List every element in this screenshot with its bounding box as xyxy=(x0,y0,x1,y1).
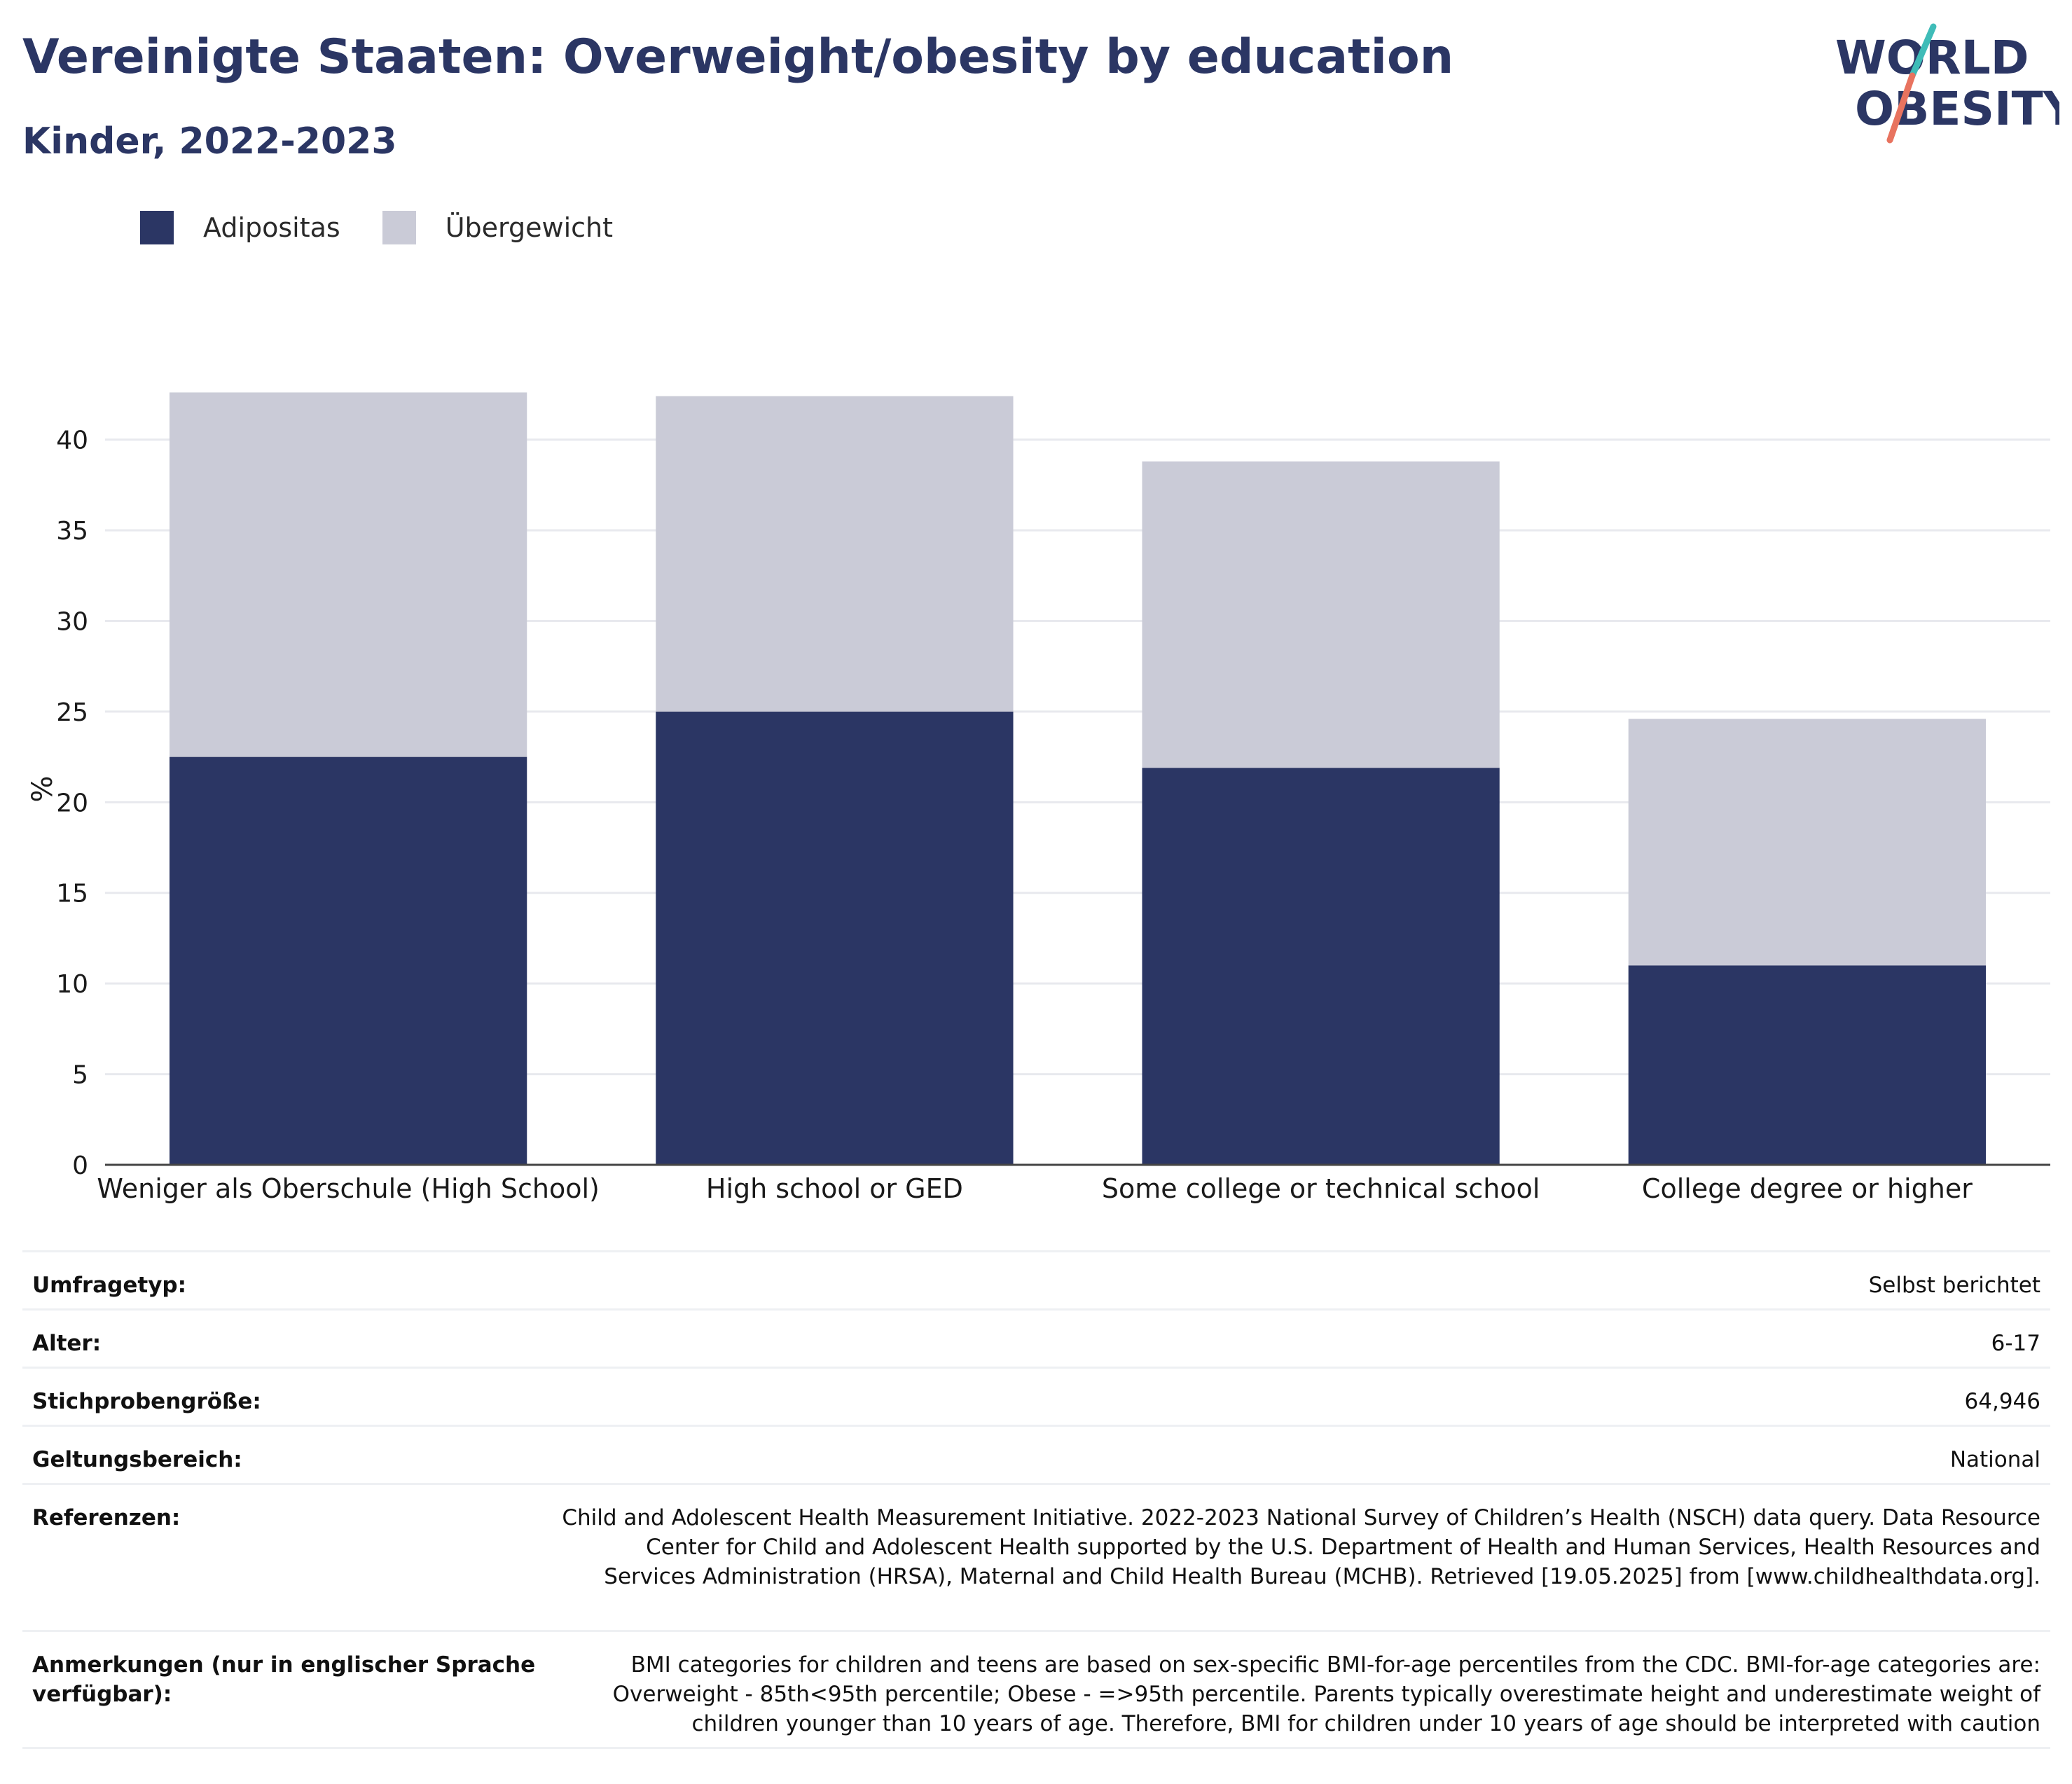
references-value: Child and Adolescent Health Measurement … xyxy=(562,1505,2040,1589)
y-tick-label: 40 xyxy=(56,427,88,455)
x-tick-label: Weniger als Oberschule (High School) xyxy=(97,1173,599,1204)
logo-slash-coral xyxy=(1886,72,1916,144)
sample-size-value: 64,946 xyxy=(1964,1389,2040,1414)
survey-type-value: Selbst berichtet xyxy=(1868,1273,2040,1298)
bar-obesity xyxy=(656,711,1014,1165)
bar-obesity xyxy=(1142,768,1500,1165)
notes-value: BMI categories for children and teens ar… xyxy=(612,1652,2040,1736)
survey-type-label: Umfragetyp: xyxy=(32,1273,186,1298)
page-subtitle: Kinder, 2022-2023 xyxy=(22,120,397,163)
x-tick-label: College degree or higher xyxy=(1642,1173,1973,1204)
info-row-notes: Anmerkungen (nur in englischer Sprache v… xyxy=(22,1632,2050,1749)
page-title: Vereinigte Staaten: Overweight/obesity b… xyxy=(22,29,1454,85)
chart-legend: Adipositas Übergewicht xyxy=(140,207,655,249)
legend-swatch-obesity xyxy=(140,211,174,244)
age-value: 6-17 xyxy=(1991,1331,2040,1356)
references-label: Referenzen: xyxy=(32,1505,181,1530)
scope-value: National xyxy=(1949,1447,2040,1472)
legend-item-obesity[interactable]: Adipositas xyxy=(140,211,340,244)
info-row-references: Referenzen: Child and Adolescent Health … xyxy=(22,1485,2050,1632)
y-tick-label: 10 xyxy=(56,970,88,999)
y-tick-label: 35 xyxy=(56,517,88,546)
logo-text-obesity: OBESITY xyxy=(1855,82,2059,136)
age-label: Alter: xyxy=(32,1331,102,1356)
bar-overweight xyxy=(169,392,527,757)
scope-label: Geltungsbereich: xyxy=(32,1447,242,1472)
legend-label-overweight: Übergewicht xyxy=(445,212,613,243)
bar-overweight xyxy=(1142,461,1500,768)
x-tick-label: High school or GED xyxy=(706,1173,963,1204)
legend-swatch-overweight xyxy=(382,211,416,244)
info-row-sample-size: Stichprobengröße: 64,946 xyxy=(22,1369,2050,1427)
bar-overweight xyxy=(1628,719,1987,966)
logo-text-world: WORLD xyxy=(1835,31,2029,85)
info-row-survey-type: Umfragetyp: Selbst berichtet xyxy=(22,1252,2050,1311)
legend-item-overweight[interactable]: Übergewicht xyxy=(382,211,613,244)
bar-obesity xyxy=(1628,965,1987,1165)
y-tick-label: 30 xyxy=(56,607,88,636)
info-row-age: Alter: 6-17 xyxy=(22,1311,2050,1369)
stacked-bar-chart: 0 5 10 15 20 25 30 35 40% Weniger als Oberschule … xyxy=(27,392,2050,1204)
world-obesity-logo: WORLD OBESITY xyxy=(1835,23,2059,144)
y-tick-label: 25 xyxy=(56,698,88,727)
y-tick-label: 15 xyxy=(56,880,88,908)
notes-label: Anmerkungen (nur in englischer Sprache v… xyxy=(32,1652,536,1707)
logo-slash-teal xyxy=(1909,23,1937,79)
y-tick-label: 5 xyxy=(72,1061,88,1090)
y-tick-label: 0 xyxy=(72,1152,88,1180)
sample-size-label: Stichprobengröße: xyxy=(32,1389,261,1414)
info-table: Umfragetyp: Selbst berichtet Alter: 6-17… xyxy=(22,1250,2050,1749)
bar-overweight xyxy=(656,396,1014,712)
bar-obesity xyxy=(169,756,527,1165)
info-row-scope: Geltungsbereich: National xyxy=(22,1427,2050,1485)
y-tick-label: 20 xyxy=(56,789,88,817)
legend-label-obesity: Adipositas xyxy=(203,212,340,243)
x-tick-label: Some college or technical school xyxy=(1102,1173,1540,1204)
y-axis-label: % xyxy=(27,775,59,802)
